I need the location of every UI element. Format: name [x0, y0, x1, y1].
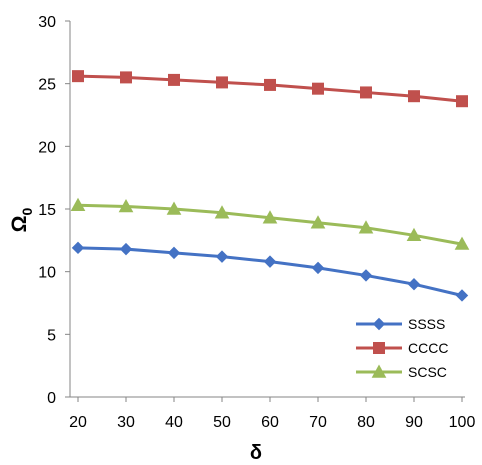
data-point-ssss — [407, 277, 421, 291]
x-tick-label: 70 — [309, 414, 327, 431]
data-point-cccc — [168, 73, 180, 86]
series-scsc — [70, 197, 470, 250]
legend-item-ssss: SSSS — [356, 316, 445, 332]
data-point-ssss — [119, 242, 133, 256]
data-point-cccc — [264, 78, 276, 91]
x-tick-label: 90 — [405, 414, 423, 431]
x-tick-label: 30 — [117, 414, 135, 431]
y-tick-label: 15 — [38, 202, 56, 219]
y-tick-label: 5 — [47, 327, 56, 344]
data-point-ssss — [311, 261, 325, 275]
legend-swatch-marker — [372, 317, 386, 331]
x-tick-label: 50 — [213, 414, 231, 431]
x-tick-label: 100 — [449, 414, 476, 431]
series-cccc — [72, 70, 468, 108]
x-tick-label: 40 — [165, 414, 183, 431]
data-point-cccc — [312, 82, 324, 95]
data-point-scsc — [166, 201, 182, 215]
series-ssss — [71, 241, 469, 302]
data-point-scsc — [118, 198, 134, 213]
legend-item-scsc: SCSC — [356, 364, 447, 380]
data-point-cccc — [72, 70, 84, 83]
data-point-ssss — [455, 289, 469, 302]
y-tick-label: 10 — [38, 265, 56, 282]
axes: 0 5 10 15 20 25 30 20 30 40 50 60 70 80 90 100 — [38, 14, 475, 431]
data-point-ssss — [359, 269, 373, 282]
legend-label: CCCC — [408, 340, 448, 356]
data-point-cccc — [360, 86, 372, 99]
data-point-ssss — [215, 250, 229, 263]
y-tick-label: 0 — [47, 390, 56, 407]
data-point-scsc — [70, 197, 86, 211]
data-point-scsc — [262, 210, 278, 224]
legend-swatch-marker — [371, 364, 387, 378]
legend-label: SSSS — [408, 316, 445, 332]
data-point-ssss — [71, 241, 85, 255]
series-layer — [70, 70, 470, 302]
legend-item-cccc: CCCC — [356, 340, 448, 356]
data-point-cccc — [216, 76, 228, 89]
legend-swatch-marker — [373, 342, 385, 354]
data-point-cccc — [120, 71, 132, 84]
data-point-cccc — [456, 95, 468, 108]
series-line-ssss — [77, 246, 463, 297]
data-point-scsc — [406, 227, 422, 242]
y-tick-label: 20 — [38, 139, 56, 156]
y-tick-label: 25 — [38, 77, 56, 94]
y-tick-label: 30 — [38, 14, 56, 31]
data-point-scsc — [358, 220, 374, 234]
x-tick-label: 80 — [357, 414, 375, 431]
data-point-cccc — [408, 90, 420, 103]
x-tick-label: 60 — [261, 414, 279, 431]
x-axis-title: δ — [250, 442, 262, 464]
data-point-scsc — [310, 215, 326, 229]
y-axis-title-subscript: 0 — [19, 207, 35, 215]
x-tick-label: 20 — [69, 414, 87, 431]
legend: SSSS CCCC SCSC — [356, 316, 448, 380]
data-point-scsc — [454, 236, 470, 250]
data-point-scsc — [214, 205, 230, 219]
data-point-ssss — [263, 255, 277, 268]
y-axis-title-group: Ω0 — [8, 207, 35, 232]
data-point-ssss — [167, 246, 181, 260]
y-axis-title: Ω0 — [8, 207, 35, 232]
legend-label: SCSC — [408, 364, 447, 380]
y-axis-title-main: Ω — [8, 215, 31, 232]
